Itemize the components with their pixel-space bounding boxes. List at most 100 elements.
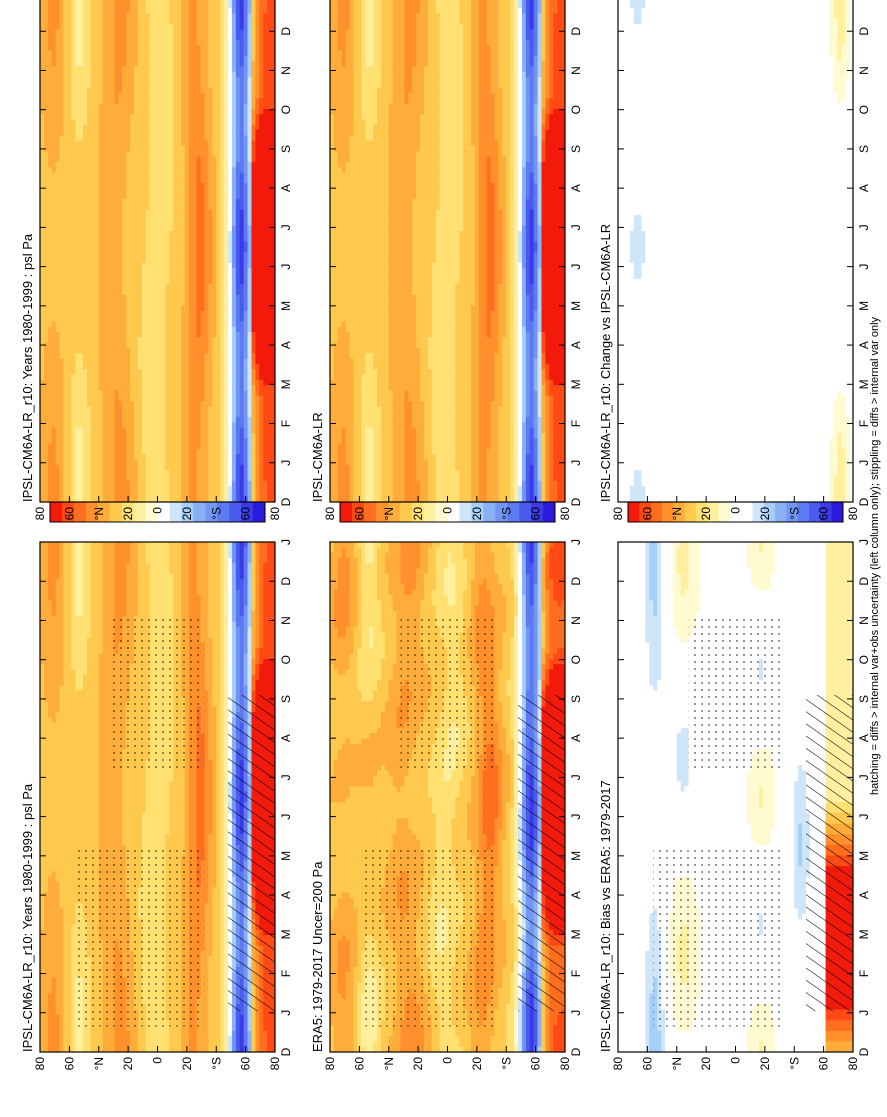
heat-cell — [169, 828, 174, 835]
heat-cell — [47, 791, 53, 797]
heat-cell — [177, 567, 182, 574]
heat-cell — [204, 785, 210, 792]
heat-cell — [188, 552, 194, 558]
heat-cell — [55, 542, 61, 548]
heat-cell — [192, 785, 198, 792]
heat-cell — [231, 615, 237, 622]
heat-cell — [235, 658, 241, 665]
heat-cell — [216, 711, 221, 718]
heat-cell — [51, 557, 57, 564]
heat-cell — [118, 583, 123, 590]
heat-cell — [216, 552, 221, 558]
heat-cell — [79, 583, 84, 590]
heat-cell — [134, 546, 139, 553]
heat-cell — [192, 589, 198, 596]
heat-cell — [51, 690, 57, 697]
heat-cell — [106, 642, 112, 649]
heat-cell — [43, 737, 49, 744]
heat-cell — [79, 791, 84, 797]
heat-cell — [137, 542, 143, 548]
heat-cell — [71, 594, 76, 601]
heat-cell — [130, 578, 135, 585]
heat-cell — [102, 599, 108, 606]
heat-cell — [130, 791, 135, 797]
heat-cell — [165, 610, 170, 617]
heat-cell — [224, 1019, 229, 1026]
heat-cell — [126, 796, 131, 803]
heat-cell — [67, 690, 72, 697]
heat-cell — [188, 589, 194, 596]
heat-cell — [220, 907, 225, 914]
heat-cell — [224, 1040, 229, 1047]
heat-cell — [106, 780, 112, 787]
heat-cell — [75, 594, 80, 601]
heat-cell — [224, 881, 229, 888]
heat-cell — [47, 939, 53, 946]
heat-cell — [83, 695, 88, 702]
heat-cell — [63, 934, 69, 941]
heat-cell — [47, 759, 53, 766]
heat-cell — [181, 801, 186, 808]
heat-cell — [59, 542, 65, 548]
heat-cell — [59, 775, 65, 782]
heat-cell — [90, 1040, 96, 1047]
heat-cell — [51, 700, 57, 707]
heat-cell — [141, 801, 147, 808]
heat-cell — [149, 817, 155, 824]
heat-cell — [67, 971, 72, 978]
heat-cell — [98, 552, 104, 558]
heat-cell — [181, 562, 186, 569]
heat-cell — [177, 552, 182, 558]
heat-cell — [204, 589, 210, 596]
heat-cell — [216, 695, 221, 702]
heat-cell — [102, 626, 108, 633]
heat-cell — [90, 1046, 96, 1052]
heat-cell — [153, 546, 159, 553]
heat-cell — [110, 589, 116, 596]
heat-cell — [94, 605, 100, 612]
heat-cell — [196, 1035, 202, 1042]
heat-cell — [47, 695, 53, 702]
heat-cell — [83, 684, 88, 691]
heat-cell — [216, 998, 221, 1005]
heat-cell — [118, 791, 123, 797]
heat-cell — [40, 828, 45, 835]
heat-cell — [196, 817, 202, 824]
heat-cell — [87, 599, 92, 606]
heat-cell — [106, 706, 112, 712]
heat-cell — [51, 849, 57, 856]
heat-cell — [122, 1046, 127, 1052]
heat-cell — [231, 1024, 237, 1031]
heat-cell — [71, 923, 76, 930]
heat-cell — [90, 807, 96, 813]
heat-cell — [102, 769, 108, 776]
heat-cell — [90, 833, 96, 840]
heat-cell — [43, 939, 49, 946]
heat-cell — [71, 621, 76, 627]
heat-cell — [67, 700, 72, 707]
heat-cell — [98, 679, 104, 686]
heat-cell — [67, 647, 72, 654]
heat-cell — [173, 610, 178, 617]
heat-cell — [51, 977, 57, 983]
heat-cell — [204, 812, 210, 819]
heat-cell — [75, 828, 80, 835]
heat-cell — [149, 780, 155, 787]
heat-cell — [94, 557, 100, 564]
heat-cell — [94, 658, 100, 665]
heat-cell — [173, 546, 178, 553]
heat-cell — [102, 1046, 108, 1052]
heat-cell — [220, 546, 225, 553]
heat-cell — [239, 647, 245, 654]
heat-cell — [145, 557, 151, 564]
heat-cell — [79, 812, 84, 819]
heat-cell — [90, 727, 96, 734]
heat-cell — [228, 637, 233, 643]
heat-cell — [204, 1035, 210, 1042]
heat-cell — [43, 642, 49, 649]
heat-cell — [83, 589, 88, 596]
heat-cell — [67, 589, 72, 596]
heat-cell — [67, 780, 72, 787]
heat-cell — [130, 817, 135, 824]
heat-cell — [220, 918, 225, 925]
